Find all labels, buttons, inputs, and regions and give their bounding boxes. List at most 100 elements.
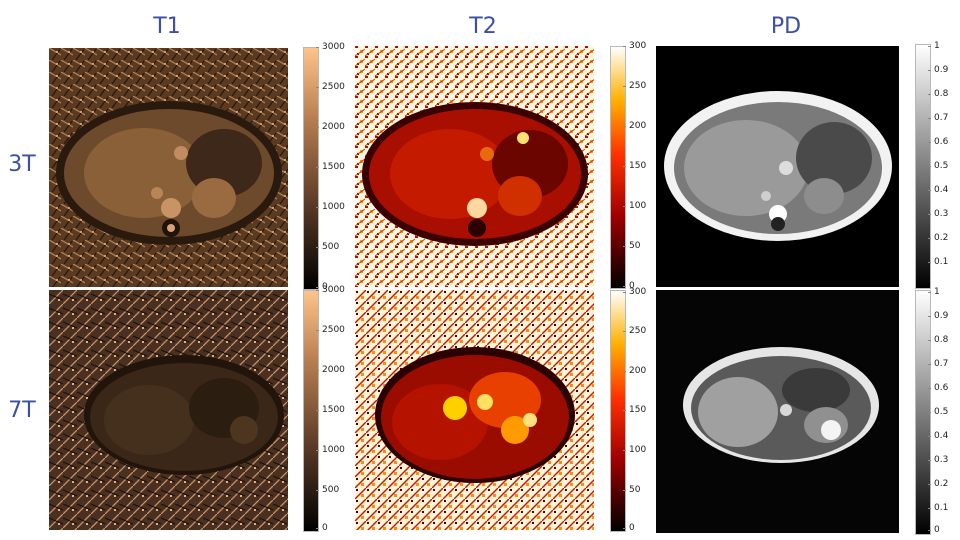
- tick-label: 0.9: [934, 311, 949, 321]
- tick-label: 0.4: [934, 185, 949, 195]
- tick-mark: [623, 166, 626, 167]
- tick-label: 1000: [322, 202, 345, 212]
- tick-mark: [316, 410, 319, 411]
- tick-mark: [928, 262, 931, 263]
- tick-mark: [623, 206, 626, 207]
- tick-label: 2000: [322, 122, 345, 132]
- tick-mark: [928, 238, 931, 239]
- tick-label: 0: [934, 525, 940, 535]
- tick-mark: [928, 460, 931, 461]
- tick-mark: [623, 292, 626, 293]
- tick-mark: [928, 484, 931, 485]
- tick-mark: [316, 490, 319, 491]
- tick-mark: [928, 142, 931, 143]
- tick-label: 150: [629, 161, 647, 171]
- tick-label: 0.3: [934, 209, 949, 219]
- tick-label: 0: [629, 523, 635, 533]
- tick-label: 50: [629, 485, 641, 495]
- tick-label: 0: [322, 282, 328, 292]
- tick-label: 100: [629, 201, 647, 211]
- tick-label: 1: [934, 287, 940, 297]
- tick-mark: [316, 247, 319, 248]
- tick-mark: [316, 47, 319, 48]
- tick-mark: [623, 490, 626, 491]
- tick-mark: [623, 86, 626, 87]
- colorbar-pd-3t-ticks: 1 0.9 0.8 0.7 0.6 0.5 0.4 0.3 0.2 0.1: [928, 41, 958, 287]
- tick-label: 200: [629, 121, 647, 131]
- tick-mark: [928, 340, 931, 341]
- tick-label: 300: [629, 41, 647, 51]
- tick-mark: [928, 364, 931, 365]
- colorbar-t1-7t-ticks: 3000 2500 2000 1500 1000 500 0: [316, 285, 360, 533]
- tick-mark: [316, 450, 319, 451]
- tick-mark: [623, 410, 626, 411]
- tick-label: 3000: [322, 285, 345, 295]
- colorbar-t1-3t: [303, 47, 319, 290]
- tick-mark: [623, 371, 626, 372]
- tick-mark: [623, 246, 626, 247]
- image-pd-7t: [656, 290, 899, 533]
- tick-mark: [928, 118, 931, 119]
- tick-mark: [928, 214, 931, 215]
- colorbar-t1-7t: [303, 290, 319, 532]
- tick-mark: [316, 167, 319, 168]
- tick-mark: [928, 190, 931, 191]
- tick-label: 1: [934, 41, 940, 51]
- tick-label: 0.5: [934, 407, 949, 417]
- image-pd-3t: [656, 46, 899, 287]
- tick-mark: [316, 207, 319, 208]
- tick-label: 0.1: [934, 503, 949, 513]
- colorbar-t2-3t: [610, 46, 626, 289]
- tick-mark: [316, 287, 319, 288]
- tick-label: 1000: [322, 445, 345, 455]
- image-t2-7t: [355, 290, 594, 530]
- tick-label: 3000: [322, 42, 345, 52]
- tick-mark: [316, 330, 319, 331]
- tick-mark: [316, 528, 319, 529]
- row-label-7t: 7T: [8, 398, 36, 423]
- tick-label: 2000: [322, 365, 345, 375]
- tick-mark: [928, 412, 931, 413]
- tick-label: 0.7: [934, 113, 949, 123]
- tick-label: 0.1: [934, 257, 949, 267]
- tick-label: 0.5: [934, 161, 949, 171]
- tick-label: 0: [322, 523, 328, 533]
- tick-mark: [623, 450, 626, 451]
- tick-label: 300: [629, 287, 647, 297]
- tick-mark: [316, 127, 319, 128]
- column-title-t1: T1: [153, 14, 181, 39]
- tick-mark: [623, 46, 626, 47]
- column-title-pd: PD: [770, 14, 802, 39]
- tick-label: 0.9: [934, 65, 949, 75]
- tick-label: 0.8: [934, 89, 949, 99]
- tick-mark: [316, 290, 319, 291]
- tick-label: 0.7: [934, 359, 949, 369]
- tick-label: 500: [322, 242, 340, 252]
- tick-mark: [928, 46, 931, 47]
- colorbar-t1-3t-ticks: 3000 2500 2000 1500 1000 500 0: [316, 42, 360, 292]
- tick-mark: [928, 388, 931, 389]
- tick-mark: [928, 292, 931, 293]
- tick-label: 0: [629, 281, 635, 291]
- tick-label: 2500: [322, 325, 345, 335]
- tick-mark: [928, 508, 931, 509]
- colorbar-t2-7t: [610, 290, 626, 532]
- tick-label: 0.2: [934, 233, 949, 243]
- colorbar-pd-7t-ticks: 1 0.9 0.8 0.7 0.6 0.5 0.4 0.3 0.2 0.1 0: [928, 287, 958, 535]
- tick-mark: [316, 370, 319, 371]
- tick-label: 500: [322, 485, 340, 495]
- tick-label: 1500: [322, 162, 345, 172]
- image-t2-3t: [355, 46, 594, 287]
- tick-mark: [623, 331, 626, 332]
- tick-mark: [928, 316, 931, 317]
- tick-label: 0.2: [934, 479, 949, 489]
- tick-label: 0.6: [934, 383, 949, 393]
- tick-label: 200: [629, 366, 647, 376]
- image-t1-7t: [49, 290, 288, 530]
- tick-label: 50: [629, 241, 641, 251]
- tick-mark: [623, 286, 626, 287]
- colorbar-t2-3t-ticks: 300 250 200 150 100 50 0: [623, 41, 663, 291]
- tick-label: 0.4: [934, 431, 949, 441]
- tick-mark: [928, 166, 931, 167]
- tick-mark: [623, 528, 626, 529]
